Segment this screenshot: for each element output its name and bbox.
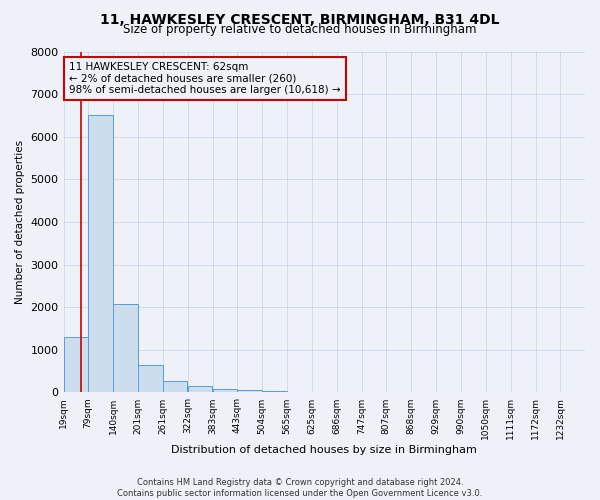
Text: Contains HM Land Registry data © Crown copyright and database right 2024.
Contai: Contains HM Land Registry data © Crown c… <box>118 478 482 498</box>
Bar <box>262 391 287 392</box>
Bar <box>138 365 163 392</box>
Y-axis label: Number of detached properties: Number of detached properties <box>15 140 25 304</box>
Text: 11 HAWKESLEY CRESCENT: 62sqm
← 2% of detached houses are smaller (260)
98% of se: 11 HAWKESLEY CRESCENT: 62sqm ← 2% of det… <box>69 62 340 95</box>
Text: 11, HAWKESLEY CRESCENT, BIRMINGHAM, B31 4DL: 11, HAWKESLEY CRESCENT, BIRMINGHAM, B31 … <box>100 12 500 26</box>
Bar <box>88 116 113 392</box>
Bar <box>113 304 137 392</box>
Text: Size of property relative to detached houses in Birmingham: Size of property relative to detached ho… <box>123 22 477 36</box>
Bar <box>163 380 187 392</box>
Bar <box>237 390 262 392</box>
X-axis label: Distribution of detached houses by size in Birmingham: Distribution of detached houses by size … <box>172 445 477 455</box>
Bar <box>64 337 88 392</box>
Bar <box>188 386 212 392</box>
Bar <box>212 388 237 392</box>
